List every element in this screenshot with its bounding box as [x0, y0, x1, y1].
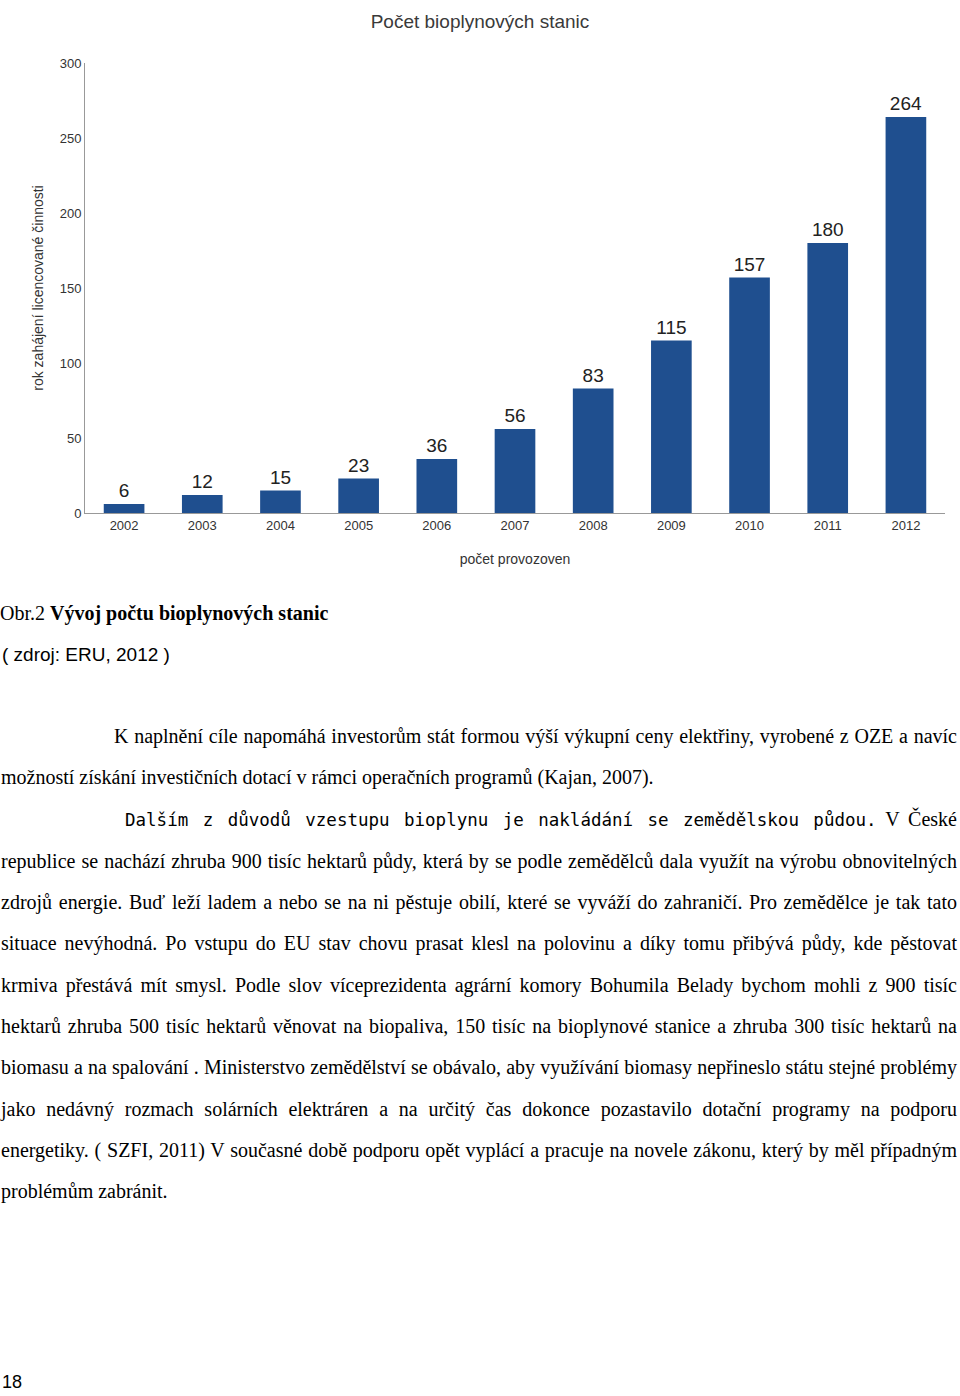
svg-text:36: 36 [426, 435, 447, 456]
html-text:Dalším z důvodů vzestupu biopl: Dalším z důvodů vzestupu bioplynu je nak… [125, 809, 877, 830]
svg-text:6: 6 [119, 480, 130, 501]
svg-text:250: 250 [60, 131, 82, 146]
svg-text:264: 264 [890, 93, 922, 114]
svg-text:115: 115 [656, 317, 686, 338]
svg-text:Počet bioplynových stanic: Počet bioplynových stanic [371, 11, 590, 32]
html-text:Obr.2 Vývoj počtu bioplynových: Obr.2 Vývoj počtu bioplynových stanic [0, 602, 329, 624]
svg-text:2010: 2010 [735, 518, 764, 533]
svg-text:2006: 2006 [422, 518, 451, 533]
svg-text:15: 15 [270, 467, 291, 488]
svg-text:rok zahájení licencované činno: rok zahájení licencované činnosti [30, 185, 46, 390]
html-text:18: 18 [2, 1372, 22, 1392]
html-text:( zdroj: ERU, 2012 ): ( zdroj: ERU, 2012 ) [2, 644, 170, 665]
svg-text:2004: 2004 [266, 518, 295, 533]
svg-text:56: 56 [504, 405, 525, 426]
svg-text:2005: 2005 [344, 518, 373, 533]
svg-text:23: 23 [348, 455, 369, 476]
svg-text:83: 83 [583, 365, 604, 386]
svg-text:300: 300 [60, 56, 82, 71]
svg-text:2009: 2009 [657, 518, 686, 533]
svg-text:2008: 2008 [579, 518, 608, 533]
svg-text:50: 50 [67, 431, 81, 446]
svg-text:2007: 2007 [501, 518, 530, 533]
svg-text:2003: 2003 [188, 518, 217, 533]
svg-text:200: 200 [60, 206, 82, 221]
html-text:K naplnění cíle napomáhá inves: K naplnění cíle napomáhá investorům stát… [1, 725, 957, 789]
svg-text:150: 150 [60, 281, 82, 296]
svg-text:2011: 2011 [814, 518, 842, 533]
svg-text:157: 157 [734, 254, 766, 275]
svg-text:počet provozoven: počet provozoven [460, 551, 571, 567]
svg-text:2012: 2012 [891, 518, 920, 533]
svg-text:12: 12 [192, 471, 213, 492]
svg-text:0: 0 [74, 506, 81, 521]
svg-text:180: 180 [812, 219, 844, 240]
svg-text:100: 100 [60, 356, 82, 371]
html-text:V České republice se nachází z: V České republice se nachází zhruba 900 … [1, 807, 957, 1203]
svg-text:2002: 2002 [110, 518, 139, 533]
